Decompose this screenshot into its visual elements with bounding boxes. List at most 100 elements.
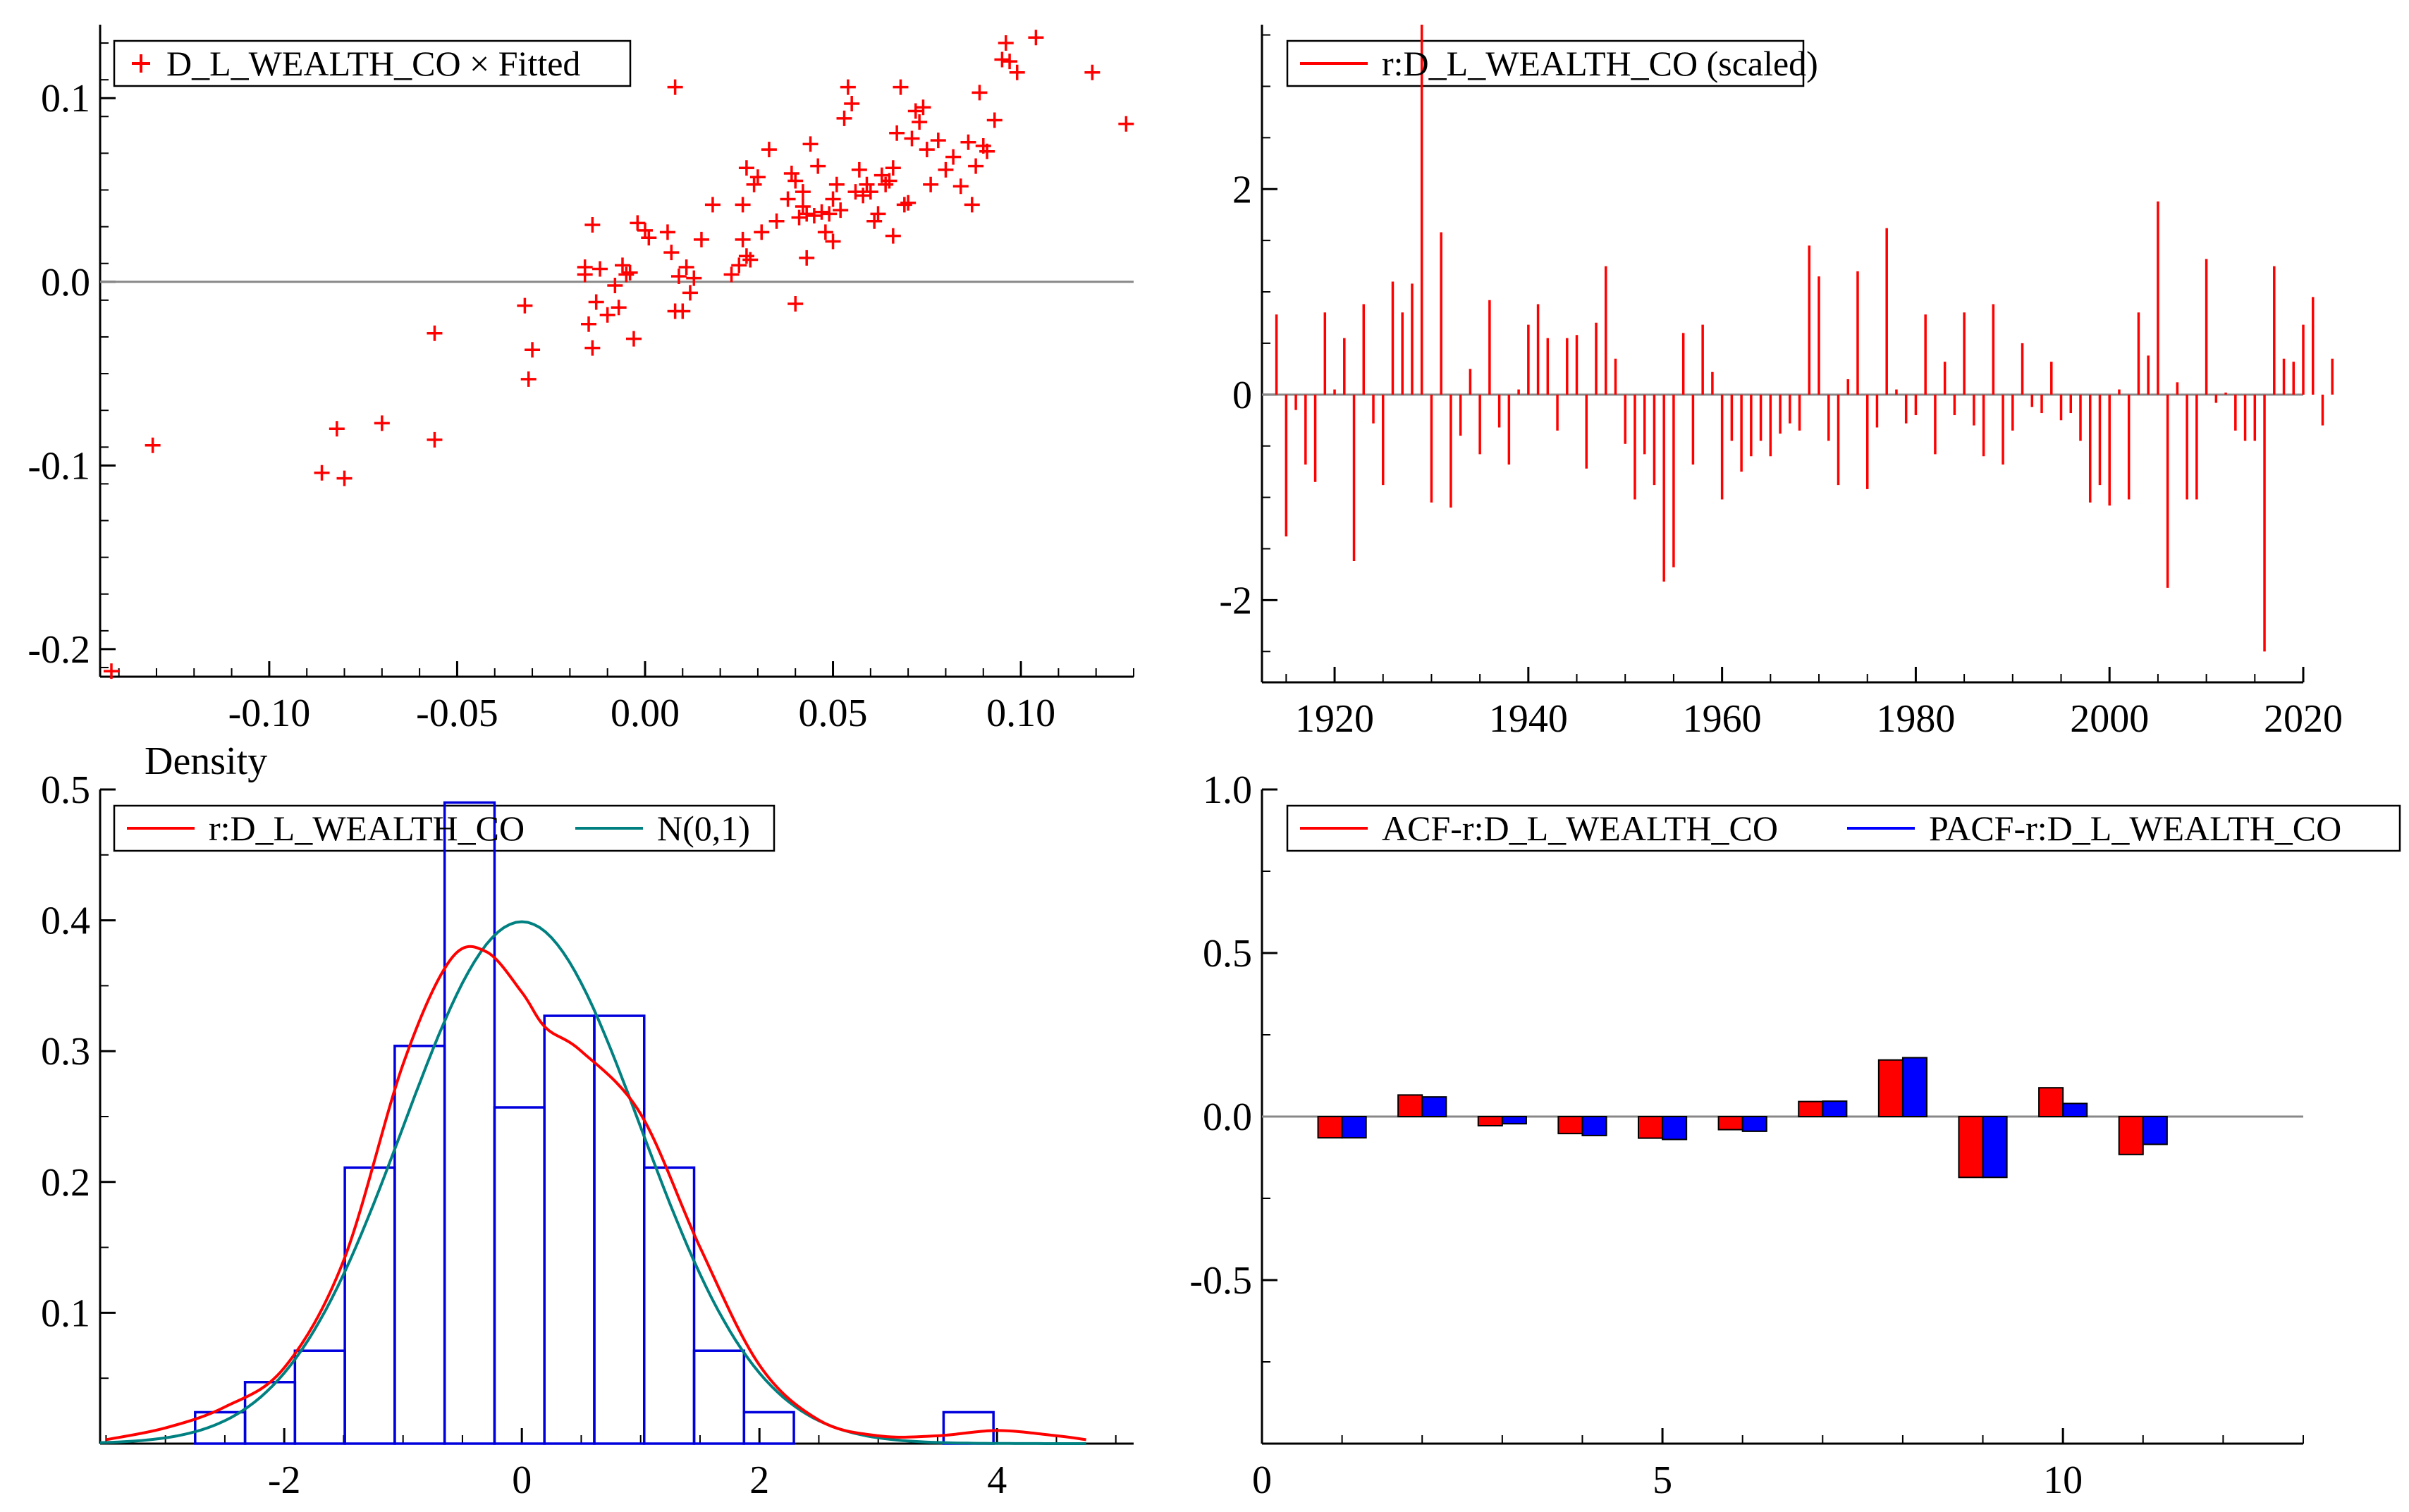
pacf-bar (1581, 1116, 1607, 1136)
normal-density-curve (99, 920, 1086, 1445)
data-point (825, 191, 841, 207)
data-point (915, 99, 931, 116)
data-point (746, 176, 762, 192)
data-point (817, 224, 833, 240)
data-point (520, 371, 537, 387)
histogram-bar (742, 1410, 795, 1445)
data-point (584, 217, 601, 233)
pacf-bar (1501, 1116, 1527, 1125)
x-tick-label: 0.05 (799, 692, 868, 735)
x-tick-label: -2 (268, 1458, 301, 1502)
data-point (1084, 64, 1101, 80)
acf-bar (1958, 1116, 1984, 1179)
data-point (979, 143, 995, 159)
data-point (783, 166, 799, 182)
data-point (847, 184, 864, 200)
legend-label: PACF-r:D_L_WEALTH_CO (1929, 809, 2341, 848)
data-point (893, 79, 909, 95)
data-point (735, 197, 751, 213)
data-point (749, 169, 766, 185)
data-point (795, 184, 811, 200)
y-tick-label: 2 (1232, 168, 1252, 211)
data-point (810, 158, 826, 174)
data-point (427, 431, 443, 448)
data-point (836, 110, 852, 126)
data-point (866, 213, 883, 229)
data-point (738, 160, 754, 176)
legend-swatch (132, 54, 150, 73)
data-point (678, 259, 694, 275)
pacf-bar (1982, 1116, 2008, 1179)
data-point (517, 297, 533, 314)
acf-bar (1717, 1116, 1743, 1131)
x-tick-label: 4 (987, 1458, 1007, 1502)
y-tick-label: 0.1 (41, 77, 90, 121)
data-point (754, 224, 770, 240)
data-point (618, 266, 635, 283)
data-point (525, 342, 541, 358)
data-point (1009, 64, 1025, 80)
y-tick-label: -0.1 (27, 444, 90, 488)
data-point (738, 248, 754, 264)
data-point (599, 307, 615, 323)
data-point (742, 252, 759, 268)
acf-bar (1397, 1094, 1423, 1117)
data-point (885, 228, 901, 244)
data-point (896, 197, 912, 213)
x-tick-label: 1960 (1683, 697, 1762, 741)
y-tick-label: 0.5 (1203, 932, 1252, 976)
acf-bar (1557, 1116, 1583, 1135)
data-point (670, 268, 687, 284)
x-tick-label: 1920 (1295, 697, 1374, 741)
data-point (821, 206, 838, 222)
pacf-bar (1421, 1096, 1447, 1118)
data-point (630, 215, 646, 231)
panel-residual-density: Density -2 0 2 4 0.1 0.2 0.3 0.4 0.5 r:D_L_WEALTH… (41, 739, 1134, 1502)
data-point (828, 176, 845, 192)
data-point (859, 176, 875, 192)
kernel-density-curve (106, 945, 1086, 1442)
data-point (675, 303, 691, 319)
acf-bar (1798, 1100, 1824, 1118)
x-tick-label: 1980 (1876, 697, 1955, 741)
x-tick-label: 2020 (2264, 697, 2343, 741)
x-tick-label: 2 (749, 1458, 769, 1502)
y-tick-label: -2 (1219, 579, 1252, 622)
pacf-bar (1741, 1116, 1767, 1132)
data-point (374, 415, 390, 431)
data-point (145, 437, 161, 453)
data-point (986, 112, 1003, 128)
data-point (723, 266, 740, 283)
data-point (611, 300, 627, 316)
data-point (1028, 30, 1044, 46)
acf-bar (1637, 1116, 1664, 1139)
y-tick-label: 0.4 (41, 899, 90, 943)
y-tick-label: -0.5 (1189, 1259, 1252, 1303)
acf-bar (1477, 1116, 1503, 1126)
legend-box (1286, 804, 2401, 852)
data-point (427, 325, 443, 341)
data-point (814, 204, 830, 220)
acf-bar (2038, 1087, 2064, 1117)
acf-bar (2118, 1116, 2144, 1155)
data-point (881, 173, 897, 189)
data-point (904, 130, 920, 147)
data-point (704, 197, 721, 213)
data-point (964, 197, 980, 213)
pacf-bar (1822, 1100, 1848, 1118)
data-point (329, 421, 345, 437)
density-axis-label: Density (145, 739, 267, 783)
data-point (614, 257, 630, 273)
data-point (768, 213, 785, 229)
data-point (912, 114, 928, 130)
data-point (855, 188, 871, 204)
data-point (878, 176, 894, 192)
data-point (862, 184, 878, 200)
data-point (592, 261, 608, 277)
y-tick-label: 0.1 (41, 1291, 90, 1335)
data-point (844, 96, 860, 112)
data-point (577, 266, 593, 283)
data-point (588, 294, 604, 310)
data-point (930, 133, 946, 149)
